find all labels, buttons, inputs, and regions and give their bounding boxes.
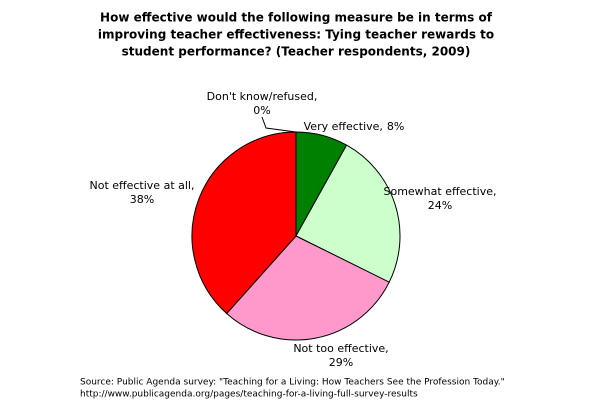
chart-title: improving teacher effectiveness: Tying t…: [98, 28, 494, 42]
source: Source: Public Agenda survey: "Teaching …: [80, 378, 505, 388]
chart-title: How effective would the following measur…: [100, 11, 493, 25]
value-label: 24%: [428, 199, 452, 212]
source: http://www.publicagenda.org/pages/teachi…: [80, 390, 418, 400]
value-label: 38%: [130, 193, 154, 206]
category-label: Somewhat effective,: [383, 185, 496, 198]
category-label: Don't know/refused,: [207, 90, 318, 103]
value-label: 0%: [253, 104, 270, 117]
pie-slice: [295, 144, 401, 283]
category-label: Not too effective,: [293, 342, 388, 355]
pie-slice: [191, 131, 297, 315]
value-label: 8%: [387, 120, 404, 133]
category-label: Very effective,: [304, 120, 383, 133]
slice-label: Very effective, 8%: [304, 120, 405, 133]
category-label: Not effective at all,: [90, 179, 195, 192]
chart-title: student performance? (Teacher respondent…: [122, 45, 471, 59]
leader-line: [261, 116, 297, 133]
pie-slice: [225, 235, 390, 341]
value-label: 29%: [329, 356, 353, 369]
